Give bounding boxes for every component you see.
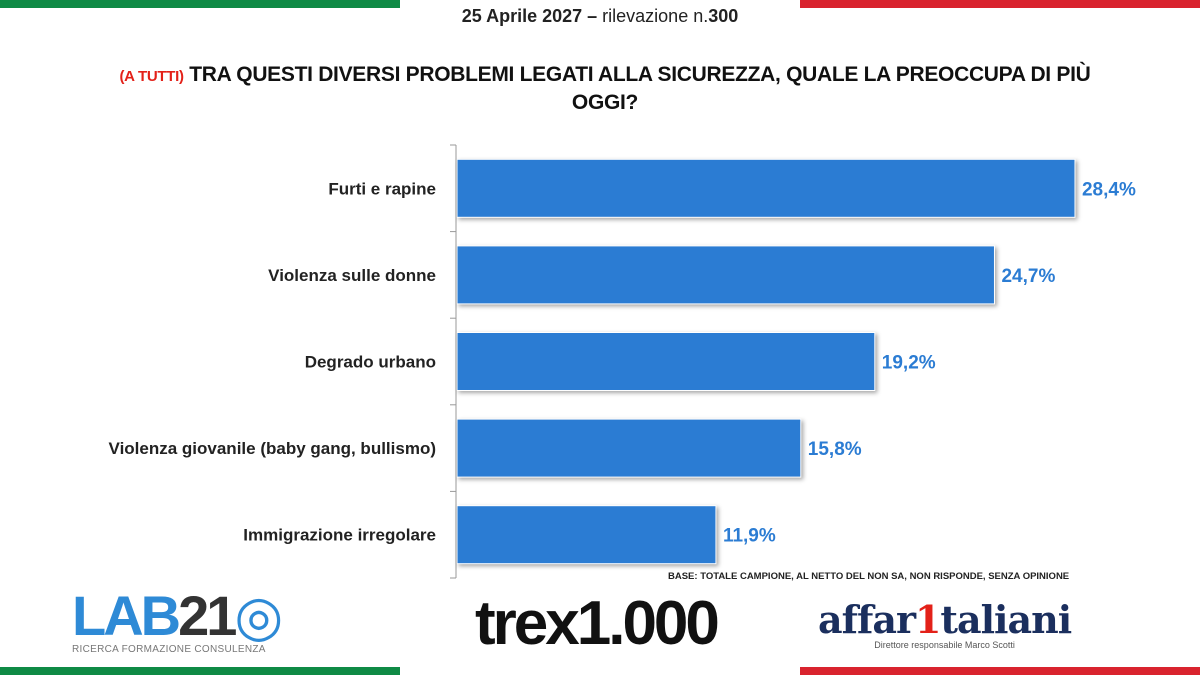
flag-green-top: [0, 0, 400, 8]
category-label: Immigrazione irregolare: [243, 526, 436, 545]
flag-green-bottom: [0, 667, 400, 675]
flag-red-bottom: [800, 667, 1200, 675]
chart-title: (A TUTTI) TRA QUESTI DIVERSI PROBLEMI LE…: [119, 63, 1091, 114]
data-label: 15,8%: [808, 439, 862, 460]
footnote: BASE: TOTALE CAMPIONE, AL NETTO DEL NON …: [668, 571, 1070, 582]
affaritaliani-logo: affar1taliani Direttore responsabile Mar…: [818, 597, 1072, 651]
survey-date: 25 Aprile 2027 – rilevazione n.300: [461, 6, 739, 26]
category-label: Degrado urbano: [305, 353, 436, 372]
flag-red-top: [800, 0, 1200, 8]
category-label: Violenza sulle donne: [268, 266, 436, 285]
bar: [456, 505, 717, 565]
bar: [456, 245, 995, 305]
lab21-logo: LAB21◎ RICERCA FORMAZIONE CONSULENZA: [72, 584, 283, 656]
bar: [456, 158, 1076, 218]
category-label: Violenza giovanile (baby gang, bullismo): [109, 439, 436, 458]
audience-tag: (A TUTTI): [119, 68, 184, 85]
data-label: 11,9%: [723, 526, 776, 547]
bar: [456, 332, 876, 391]
data-label: 19,2%: [882, 353, 936, 374]
trex1000-logo: trex1.000: [475, 589, 720, 658]
bar: [456, 418, 802, 478]
data-label: 28,4%: [1082, 179, 1136, 200]
data-label: 24,7%: [1001, 266, 1055, 287]
category-label: Furti e rapine: [328, 179, 436, 198]
